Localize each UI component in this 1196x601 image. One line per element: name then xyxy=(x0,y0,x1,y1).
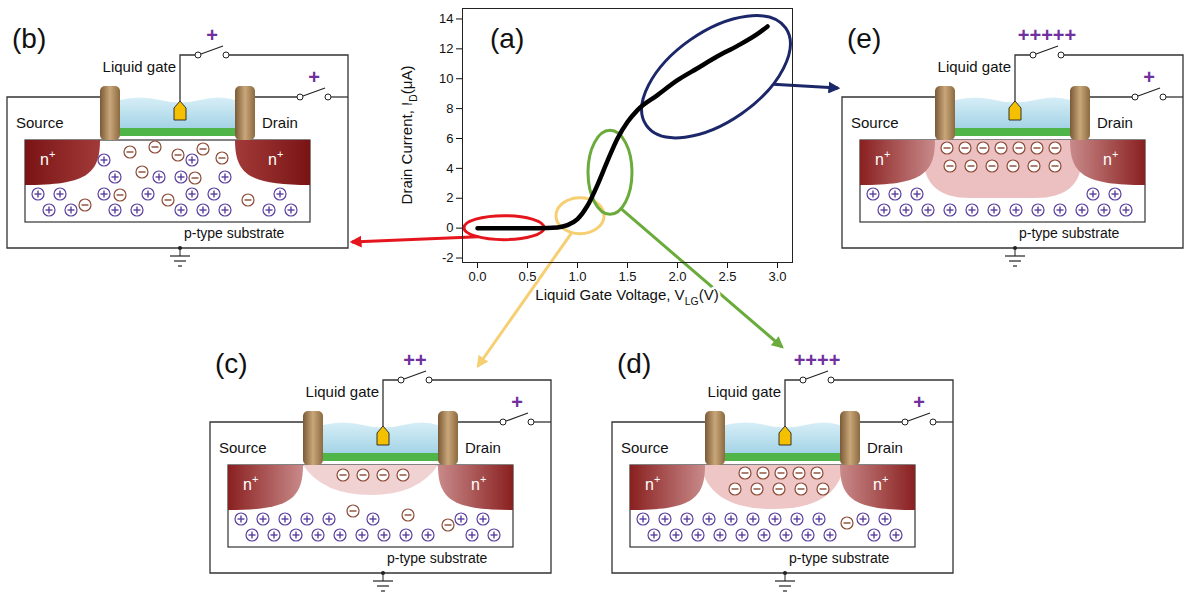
svg-text:n+: n+ xyxy=(1103,148,1118,168)
svg-text:+: + xyxy=(913,391,925,413)
svg-text:Liquid gate: Liquid gate xyxy=(103,58,176,75)
svg-text:Drain: Drain xyxy=(465,439,501,456)
svg-text:p-type substrate: p-type substrate xyxy=(1019,225,1120,241)
svg-text:2.5: 2.5 xyxy=(718,269,736,284)
svg-text:1.5: 1.5 xyxy=(618,269,636,284)
svg-text:0.0: 0.0 xyxy=(468,269,486,284)
svg-text:n+: n+ xyxy=(268,148,283,168)
svg-text:6: 6 xyxy=(446,131,453,146)
svg-text:n+: n+ xyxy=(243,473,258,493)
svg-text:Drain: Drain xyxy=(262,114,298,131)
svg-text:++: ++ xyxy=(403,349,426,371)
svg-text:Drain: Drain xyxy=(1097,114,1133,131)
svg-text:p-type substrate: p-type substrate xyxy=(789,550,890,566)
svg-text:Source: Source xyxy=(219,439,267,456)
svg-text:4: 4 xyxy=(446,161,453,176)
svg-text:10: 10 xyxy=(439,71,453,86)
svg-text:n+: n+ xyxy=(873,473,888,493)
svg-text:0.5: 0.5 xyxy=(518,269,536,284)
svg-text:Liquid gate: Liquid gate xyxy=(306,383,379,400)
svg-text:14: 14 xyxy=(439,11,453,26)
svg-text:p-type substrate: p-type substrate xyxy=(387,550,488,566)
svg-text:1.0: 1.0 xyxy=(568,269,586,284)
svg-text:n+: n+ xyxy=(645,473,660,493)
svg-text:3.0: 3.0 xyxy=(768,269,786,284)
svg-text:Liquid Gate Voltage, VLG(V): Liquid Gate Voltage, VLG(V) xyxy=(535,286,718,307)
svg-text:2.0: 2.0 xyxy=(668,269,686,284)
svg-text:+: + xyxy=(308,66,320,88)
svg-text:-2: -2 xyxy=(442,250,454,265)
svg-text:(a): (a) xyxy=(490,23,524,54)
svg-text:+: + xyxy=(1143,66,1155,88)
svg-text:p-type substrate: p-type substrate xyxy=(184,225,285,241)
svg-text:8: 8 xyxy=(446,101,453,116)
svg-text:Liquid gate: Liquid gate xyxy=(708,383,781,400)
svg-text:(e): (e) xyxy=(847,23,881,54)
svg-text:+: + xyxy=(206,24,218,46)
svg-text:Drain Current, ID(μA): Drain Current, ID(μA) xyxy=(398,66,419,205)
svg-text:Source: Source xyxy=(621,439,669,456)
svg-text:Source: Source xyxy=(851,114,899,131)
svg-text:2: 2 xyxy=(446,190,453,205)
svg-text:n+: n+ xyxy=(40,148,55,168)
svg-text:0: 0 xyxy=(446,220,453,235)
svg-text:n+: n+ xyxy=(875,148,890,168)
svg-text:(d): (d) xyxy=(617,348,651,379)
svg-text:n+: n+ xyxy=(471,473,486,493)
svg-text:+++++: +++++ xyxy=(1018,24,1076,46)
svg-text:Drain: Drain xyxy=(867,439,903,456)
svg-text:12: 12 xyxy=(439,41,453,56)
svg-text:(b): (b) xyxy=(12,23,46,54)
svg-text:Liquid gate: Liquid gate xyxy=(938,58,1011,75)
svg-text:(c): (c) xyxy=(215,348,248,379)
svg-text:Source: Source xyxy=(16,114,64,131)
svg-text:+: + xyxy=(511,391,523,413)
svg-text:++++: ++++ xyxy=(794,349,841,371)
